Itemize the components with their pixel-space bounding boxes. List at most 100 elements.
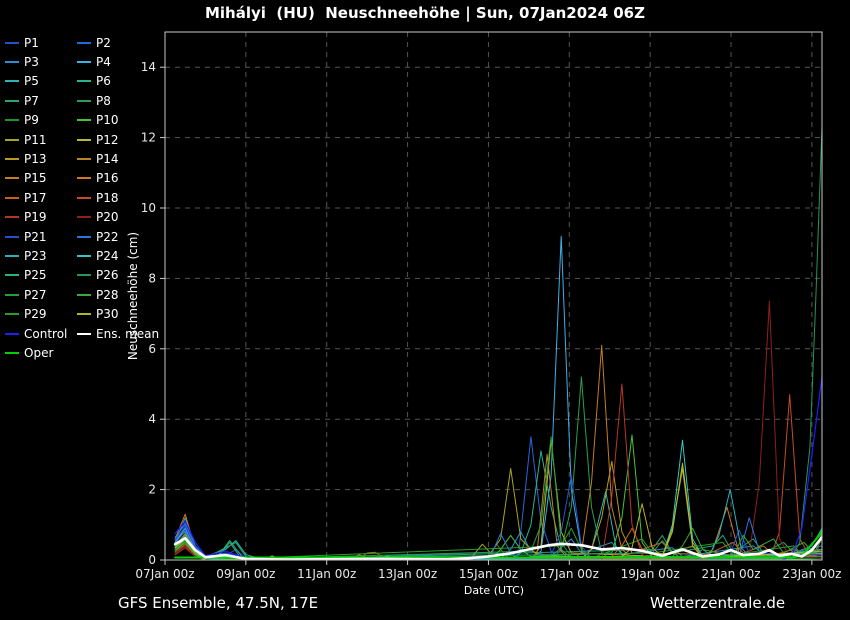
series-p20 xyxy=(174,300,822,560)
legend-item-control: Control xyxy=(5,324,67,343)
legend-label: P6 xyxy=(96,74,111,89)
legend-label: P13 xyxy=(24,152,47,167)
series-group xyxy=(173,126,822,560)
legend-label: P5 xyxy=(24,74,39,89)
x-tick-label: 17Jan 00z xyxy=(540,567,599,581)
x-tick-label: 13Jan 00z xyxy=(378,567,437,581)
legend-swatch xyxy=(5,80,19,83)
legend-item-p12: P12 xyxy=(77,130,129,149)
legend-item-p10: P10 xyxy=(77,111,129,130)
x-tick-label: 11Jan 00z xyxy=(297,567,356,581)
plot-border xyxy=(164,31,823,561)
y-tick-label: 4 xyxy=(148,412,156,426)
legend-item-p7: P7 xyxy=(5,91,57,110)
legend-label: P8 xyxy=(96,93,111,108)
legend-item-p18: P18 xyxy=(77,188,129,207)
legend-swatch xyxy=(5,216,19,219)
legend-label: P2 xyxy=(96,35,111,50)
legend-label: Ens. mean xyxy=(96,326,160,341)
legend-item-p15: P15 xyxy=(5,169,57,188)
legend-item-p29: P29 xyxy=(5,304,57,323)
legend-label: P27 xyxy=(24,287,47,302)
y-tick-label: 6 xyxy=(148,342,156,356)
legend-item-p3: P3 xyxy=(5,52,57,71)
legend-swatch xyxy=(5,41,19,44)
legend-item-p27: P27 xyxy=(5,285,57,304)
legend-label: P17 xyxy=(24,190,47,205)
legend-swatch xyxy=(77,99,91,102)
legend: P1 P2 P3 P4 P5 P6 P7 P8 P9 P10 P11 P12 P13 P14 P15 P16 P… xyxy=(5,33,159,363)
legend-label: P3 xyxy=(24,55,39,70)
legend-swatch xyxy=(5,99,19,102)
legend-swatch xyxy=(77,177,91,180)
legend-swatch xyxy=(5,119,19,122)
legend-swatch xyxy=(77,216,91,219)
legend-swatch xyxy=(5,177,19,180)
legend-swatch xyxy=(77,196,91,199)
legend-item-p2: P2 xyxy=(77,33,129,52)
legend-label: P21 xyxy=(24,229,47,244)
legend-item-p20: P20 xyxy=(77,208,129,227)
legend-swatch xyxy=(77,80,91,83)
legend-item-p14: P14 xyxy=(77,149,129,168)
legend-label: P28 xyxy=(96,287,119,302)
series-p26 xyxy=(174,126,822,560)
x-tick-label: 21Jan 00z xyxy=(701,567,760,581)
legend-label: P25 xyxy=(24,268,47,283)
legend-item-p17: P17 xyxy=(5,188,57,207)
legend-swatch xyxy=(77,61,91,64)
y-tick-label: 10 xyxy=(141,201,156,215)
legend-item-p11: P11 xyxy=(5,130,57,149)
legend-label: P1 xyxy=(24,35,39,50)
x-tick-label: 15Jan 00z xyxy=(459,567,518,581)
x-axis-label: Date (UTC) xyxy=(463,584,525,597)
legend-swatch xyxy=(5,293,19,296)
legend-swatch xyxy=(77,274,91,277)
x-tick-label: 19Jan 00z xyxy=(621,567,680,581)
y-tick-label: 0 xyxy=(148,553,156,567)
legend-swatch xyxy=(5,351,19,354)
legend-label: P18 xyxy=(96,190,119,205)
legend-swatch xyxy=(77,158,91,161)
legend-label: P23 xyxy=(24,248,47,263)
series-control xyxy=(174,376,822,560)
legend-item-p8: P8 xyxy=(77,91,129,110)
legend-swatch xyxy=(77,293,91,296)
legend-item-p4: P4 xyxy=(77,52,129,71)
series-p6 xyxy=(174,450,822,560)
series-p8 xyxy=(174,376,822,560)
legend-label: P12 xyxy=(96,132,119,147)
chart-title: Mihályi (HU) Neuschneehöhe | Sun, 07Jan2… xyxy=(204,4,645,22)
series-p30 xyxy=(174,468,822,560)
legend-label: P9 xyxy=(24,113,39,128)
series-p21 xyxy=(174,475,822,560)
legend-label: Control xyxy=(24,326,68,341)
x-tick-label: 23Jan 00z xyxy=(782,567,841,581)
legend-label: P15 xyxy=(24,171,47,186)
y-tick-label: 2 xyxy=(148,483,156,497)
legend-label: P16 xyxy=(96,171,119,186)
series-ens-mean xyxy=(173,535,822,560)
legend-item-p26: P26 xyxy=(77,266,129,285)
legend-swatch xyxy=(77,41,91,44)
legend-item-p21: P21 xyxy=(5,227,57,246)
legend-label: P10 xyxy=(96,113,119,128)
model-info-text: GFS Ensemble, 47.5N, 17E xyxy=(118,594,319,612)
legend-label: P20 xyxy=(96,210,119,225)
legend-item-p9: P9 xyxy=(5,111,57,130)
legend-swatch xyxy=(77,235,91,238)
legend-label: P30 xyxy=(96,307,119,322)
legend-swatch xyxy=(77,313,91,316)
legend-swatch xyxy=(77,119,91,122)
legend-swatch xyxy=(5,254,19,257)
legend-label: P11 xyxy=(24,132,47,147)
legend-item-p5: P5 xyxy=(5,72,57,91)
series-p22 xyxy=(174,517,822,560)
legend-label: P24 xyxy=(96,248,119,263)
legend-label: P29 xyxy=(24,307,47,322)
legend-item-p28: P28 xyxy=(77,285,129,304)
legend-item-p22: P22 xyxy=(77,227,129,246)
x-tick-label: 07Jan 00z xyxy=(135,567,194,581)
legend-item-ens-mean: Ens. mean xyxy=(77,324,159,343)
